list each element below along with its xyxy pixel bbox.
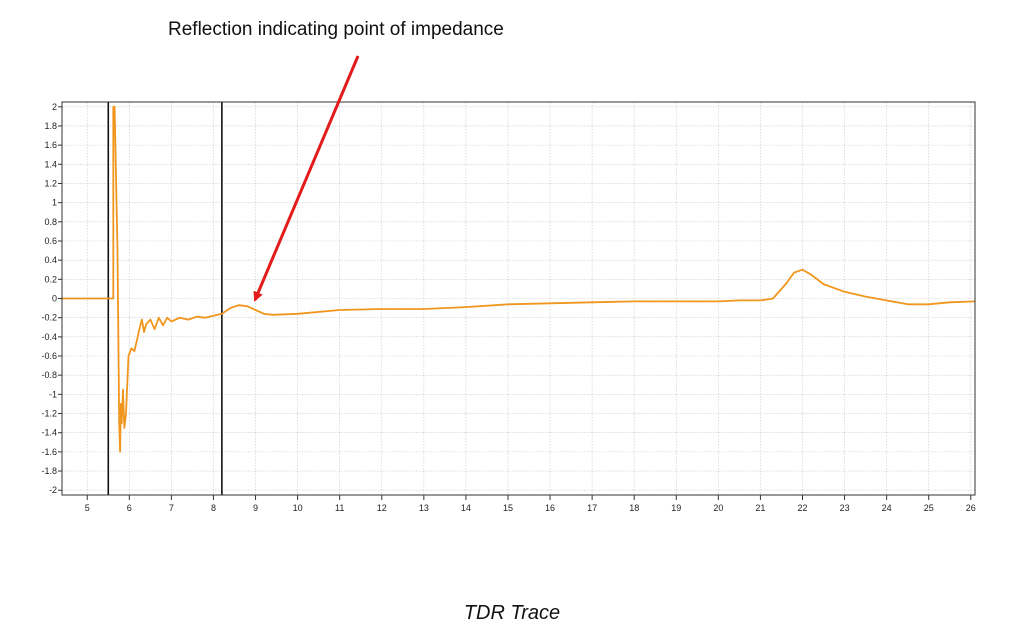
x-tick-label: 15 xyxy=(503,503,513,513)
x-tick-label: 23 xyxy=(840,503,850,513)
annotation-text: Reflection indicating point of impedance xyxy=(168,19,504,40)
y-tick-label: 1.8 xyxy=(44,121,57,131)
y-axis: 2 1.8 1.6 1.4 1.2 1 0.8 0.6 0.4 0.2 0 -0.2 -0.4 -0.6 -… xyxy=(41,102,62,495)
x-tick-label: 11 xyxy=(335,503,344,513)
y-tick-label: -0.2 xyxy=(41,313,57,323)
x-tick-label: 5 xyxy=(85,503,90,513)
y-tick-label: 0.8 xyxy=(44,217,57,227)
x-tick-label: 21 xyxy=(755,503,765,513)
y-tick-label: 1.4 xyxy=(44,159,57,169)
x-tick-label: 13 xyxy=(419,503,429,513)
x-tick-label: 26 xyxy=(966,503,976,513)
x-tick-label: 19 xyxy=(671,503,681,513)
y-tick-label: 1.6 xyxy=(44,140,57,150)
annotation-arrow xyxy=(253,55,360,302)
figure-caption: TDR Trace xyxy=(463,602,561,624)
y-tick-label: 1.2 xyxy=(44,178,57,188)
x-axis: 5 6 7 8 9 10 11 12 13 14 15 16 17 18 19 20 21 22 23 24 25 26 xyxy=(85,495,976,513)
y-tick-label: -2 xyxy=(49,485,57,495)
y-tick-label: 0 xyxy=(52,294,57,304)
x-tick-label: 12 xyxy=(377,503,387,513)
grid xyxy=(62,102,975,495)
x-tick-label: 6 xyxy=(127,503,132,513)
x-tick-label: 8 xyxy=(211,503,216,513)
x-tick-label: 20 xyxy=(713,503,723,513)
y-tick-label: 1 xyxy=(52,198,57,208)
x-tick-label: 10 xyxy=(293,503,303,513)
x-tick-label: 17 xyxy=(587,503,597,513)
x-tick-label: 25 xyxy=(924,503,934,513)
y-tick-label: -1.2 xyxy=(41,409,57,419)
y-tick-label: 0.4 xyxy=(44,255,57,265)
y-tick-label: -1.4 xyxy=(41,428,57,438)
x-tick-label: 9 xyxy=(253,503,258,513)
y-tick-label: -1.8 xyxy=(41,466,57,476)
y-tick-label: -0.8 xyxy=(41,370,57,380)
x-tick-label: 7 xyxy=(169,503,174,513)
y-tick-label: -1 xyxy=(49,389,57,399)
tdr-trace-line xyxy=(62,105,976,453)
x-tick-label: 22 xyxy=(797,503,807,513)
x-tick-label: 24 xyxy=(882,503,892,513)
y-tick-label: 0.6 xyxy=(44,236,57,246)
y-tick-label: 2 xyxy=(52,102,57,112)
y-tick-label: -1.6 xyxy=(41,447,57,457)
y-tick-label: 0.2 xyxy=(44,274,57,284)
x-tick-label: 14 xyxy=(461,503,471,513)
x-tick-label: 18 xyxy=(629,503,639,513)
y-tick-label: -0.6 xyxy=(41,351,57,361)
x-tick-label: 16 xyxy=(545,503,555,513)
y-tick-label: -0.4 xyxy=(41,332,57,342)
